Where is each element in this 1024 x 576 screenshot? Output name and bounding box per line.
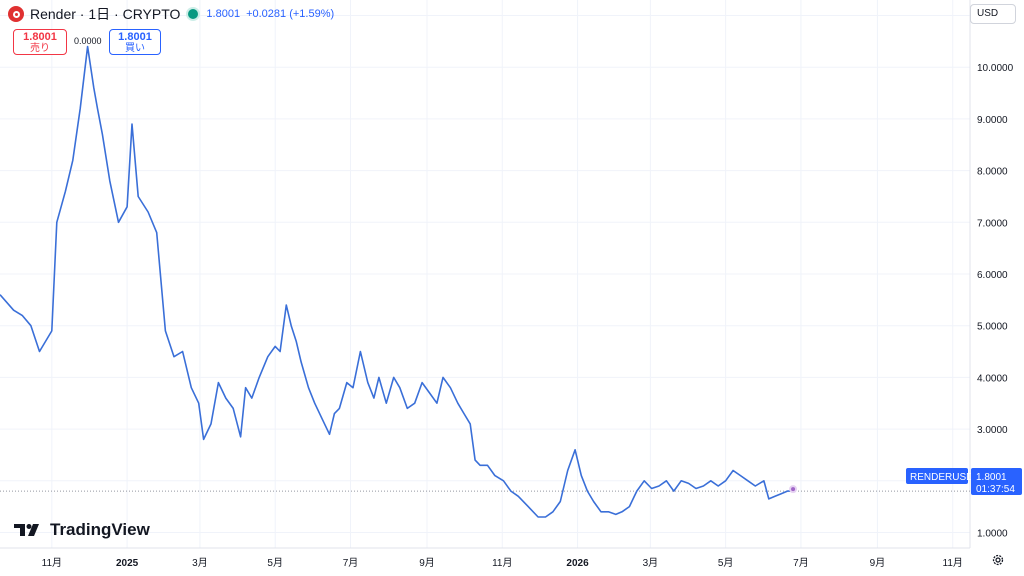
price-tag-countdown: 01:37:54 bbox=[976, 484, 1015, 495]
tradingview-logo[interactable]: TradingView bbox=[14, 520, 150, 540]
x-tick-label: 2025 bbox=[116, 558, 139, 569]
price-series-line bbox=[0, 45, 792, 518]
spread-value: 0.0000 bbox=[74, 36, 102, 46]
brand-name: TradingView bbox=[50, 520, 150, 539]
x-tick-label: 9月 bbox=[419, 557, 435, 569]
y-tick-label: 6.0000 bbox=[977, 270, 1008, 281]
x-tick-label: 3月 bbox=[192, 557, 208, 569]
price-tag-price: 1.8001 bbox=[976, 472, 1007, 483]
y-tick-label: 7.0000 bbox=[977, 218, 1008, 229]
price-tag-symbol: RENDERUSD bbox=[910, 472, 973, 483]
y-tick-label: 5.0000 bbox=[977, 322, 1008, 333]
x-tick-label: 5月 bbox=[267, 557, 283, 569]
x-tick-label: 2026 bbox=[566, 558, 589, 569]
x-tick-label: 11月 bbox=[42, 557, 62, 569]
price-change: +0.0281 (+1.59%) bbox=[246, 8, 335, 20]
sell-price: 1.8001 bbox=[23, 31, 57, 43]
price-tag-price-bg bbox=[971, 468, 1022, 495]
symbol-title[interactable]: Render · 1日 · CRYPTO bbox=[30, 6, 181, 22]
x-tick-label: 11月 bbox=[492, 557, 512, 569]
y-tick-label: 8.0000 bbox=[977, 167, 1008, 178]
y-tick-label: 1.0000 bbox=[977, 528, 1008, 539]
buy-label: 買い bbox=[125, 43, 145, 54]
x-tick-label: 7月 bbox=[343, 557, 359, 569]
x-tick-label: 11月 bbox=[943, 557, 963, 569]
x-tick-label: 3月 bbox=[643, 557, 659, 569]
render-logo-icon bbox=[8, 6, 24, 22]
x-tick-label: 7月 bbox=[793, 557, 809, 569]
sell-label: 売り bbox=[30, 43, 50, 54]
x-tick-label: 5月 bbox=[718, 557, 734, 569]
live-price-dot bbox=[789, 485, 798, 494]
symbol-header[interactable]: Render · 1日 · CRYPTO 1.8001 +0.0281 (+1.… bbox=[8, 4, 334, 24]
x-tick-label: 9月 bbox=[870, 557, 886, 569]
sell-button[interactable]: 1.8001 売り bbox=[13, 29, 67, 55]
last-price: 1.8001 bbox=[206, 8, 241, 20]
y-tick-label: 3.0000 bbox=[977, 425, 1008, 436]
currency-selector[interactable]: USD bbox=[970, 4, 1016, 24]
tradingview-mark-icon bbox=[14, 524, 39, 536]
y-tick-label: 4.0000 bbox=[977, 373, 1008, 384]
buy-price: 1.8001 bbox=[118, 31, 152, 43]
buy-button[interactable]: 1.8001 買い bbox=[109, 29, 161, 55]
y-tick-label: 9.0000 bbox=[977, 115, 1008, 126]
y-tick-label: 10.0000 bbox=[977, 63, 1014, 74]
price-tag-symbol-bg bbox=[906, 468, 968, 484]
price-tag: RENDERUSD 1.8001 01:37:54 bbox=[906, 468, 1022, 495]
market-open-icon bbox=[188, 9, 199, 19]
settings-gear-icon[interactable] bbox=[991, 553, 1005, 567]
